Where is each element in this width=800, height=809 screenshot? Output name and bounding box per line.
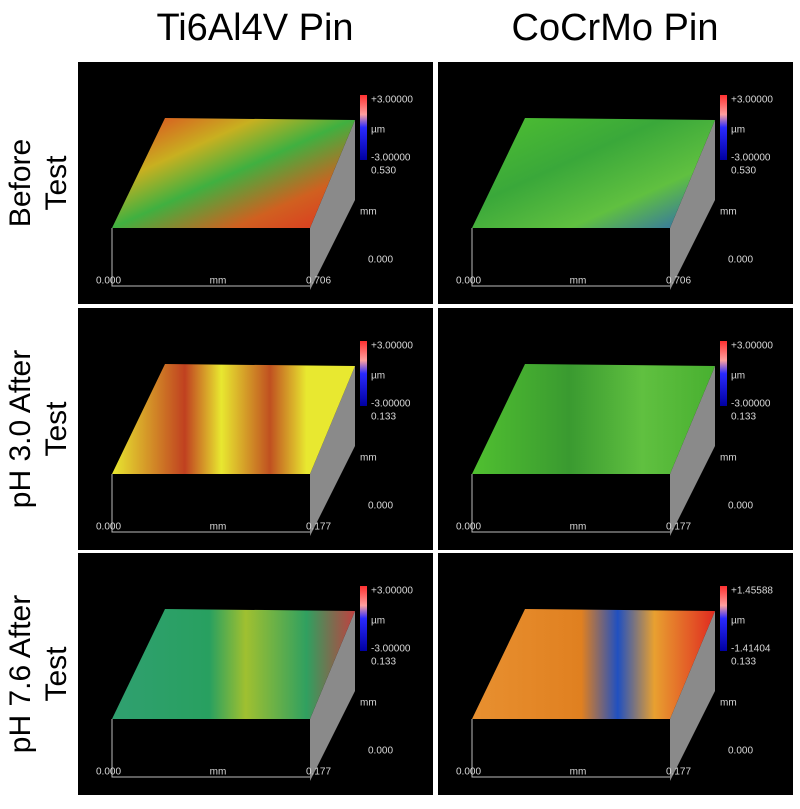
side-face — [670, 366, 715, 536]
surface — [112, 118, 355, 228]
depth-start: 0.000 — [728, 501, 753, 512]
scale-min: -1.41404 — [731, 644, 771, 655]
column-title: Ti6Al4V Pin — [156, 7, 353, 49]
depth-end: 0.530 — [731, 166, 756, 177]
scale-unit: µm — [371, 371, 385, 382]
profile-panel: +3.00000 µm -3.00000 0.133 mm 0.000 0.000 mm 0.1… — [78, 553, 433, 795]
surface — [112, 364, 355, 474]
base-outline — [471, 228, 670, 287]
base-outline — [111, 474, 310, 533]
side-face — [310, 611, 355, 781]
color-bar — [720, 341, 727, 406]
x-end: 0.706 — [666, 276, 691, 287]
scale-max: +3.00000 — [731, 95, 773, 106]
color-bar — [360, 586, 367, 651]
x-end: 0.706 — [306, 276, 331, 287]
base-outline — [471, 474, 670, 533]
surface — [472, 364, 715, 474]
depth-start: 0.000 — [368, 501, 393, 512]
profile-panel: +3.00000 µm -3.00000 0.133 mm 0.000 0.000 mm 0.1… — [438, 308, 793, 550]
x-unit: mm — [210, 522, 227, 533]
profile-panel: +3.00000 µm -3.00000 0.530 mm 0.000 0.000 mm 0.7… — [78, 62, 433, 304]
depth-start: 0.000 — [368, 746, 393, 757]
scale-unit: µm — [731, 125, 745, 136]
side-face — [670, 120, 715, 290]
depth-start: 0.000 — [728, 746, 753, 757]
profile-panel: +3.00000 µm -3.00000 0.133 mm 0.000 0.000 mm 0.1… — [78, 308, 433, 550]
depth-start: 0.000 — [368, 255, 393, 266]
x-unit: mm — [570, 276, 587, 287]
row-label: Test — [40, 401, 73, 457]
color-bar — [360, 341, 367, 406]
x-unit: mm — [210, 276, 227, 287]
scale-min: -3.00000 — [371, 153, 411, 164]
scale-min: -3.00000 — [731, 399, 771, 410]
depth-start: 0.000 — [728, 255, 753, 266]
row-label: Test — [40, 646, 73, 702]
x-end: 0.177 — [306, 522, 331, 533]
depth-unit: mm — [720, 207, 737, 218]
depth-unit: mm — [360, 207, 377, 218]
color-bar — [720, 586, 727, 651]
depth-end: 0.133 — [371, 412, 396, 423]
depth-end: 0.133 — [731, 412, 756, 423]
x-start: 0.000 — [96, 767, 121, 778]
x-unit: mm — [570, 522, 587, 533]
base-outline — [471, 719, 670, 778]
side-face — [310, 366, 355, 536]
row-label: pH 3.0 After — [4, 350, 37, 508]
color-bar — [360, 95, 367, 160]
scale-unit: µm — [371, 616, 385, 627]
row-label: Before — [4, 139, 37, 227]
scale-max: +3.00000 — [371, 341, 413, 352]
depth-unit: mm — [360, 698, 377, 709]
color-bar — [720, 95, 727, 160]
scale-unit: µm — [371, 125, 385, 136]
x-end: 0.177 — [666, 522, 691, 533]
x-start: 0.000 — [96, 522, 121, 533]
depth-end: 0.133 — [371, 657, 396, 668]
x-start: 0.000 — [456, 767, 481, 778]
x-unit: mm — [210, 767, 227, 778]
depth-end: 0.133 — [731, 657, 756, 668]
surface — [472, 118, 715, 228]
surface — [472, 609, 715, 719]
scale-max: +1.45588 — [731, 586, 773, 597]
base-outline — [111, 719, 310, 778]
row-label: pH 7.6 After — [4, 595, 37, 753]
x-end: 0.177 — [666, 767, 691, 778]
side-face — [670, 611, 715, 781]
scale-max: +3.00000 — [731, 341, 773, 352]
x-start: 0.000 — [456, 276, 481, 287]
scale-min: -3.00000 — [371, 399, 411, 410]
scale-unit: µm — [731, 371, 745, 382]
scale-unit: µm — [731, 616, 745, 627]
scale-min: -3.00000 — [731, 153, 771, 164]
x-start: 0.000 — [96, 276, 121, 287]
depth-unit: mm — [720, 453, 737, 464]
row-label: Test — [40, 155, 73, 211]
scale-max: +3.00000 — [371, 586, 413, 597]
x-unit: mm — [570, 767, 587, 778]
base-outline — [111, 228, 310, 287]
side-face — [310, 120, 355, 290]
scale-min: -3.00000 — [371, 644, 411, 655]
profile-panel: +3.00000 µm -3.00000 0.530 mm 0.000 0.000 mm 0.7… — [438, 62, 793, 304]
depth-end: 0.530 — [371, 166, 396, 177]
scale-max: +3.00000 — [371, 95, 413, 106]
x-start: 0.000 — [456, 522, 481, 533]
depth-unit: mm — [720, 698, 737, 709]
x-end: 0.177 — [306, 767, 331, 778]
profile-panel: +1.45588 µm -1.41404 0.133 mm 0.000 0.000 mm 0.1… — [438, 553, 793, 795]
depth-unit: mm — [360, 453, 377, 464]
surface — [112, 609, 355, 719]
column-title: CoCrMo Pin — [512, 7, 719, 49]
